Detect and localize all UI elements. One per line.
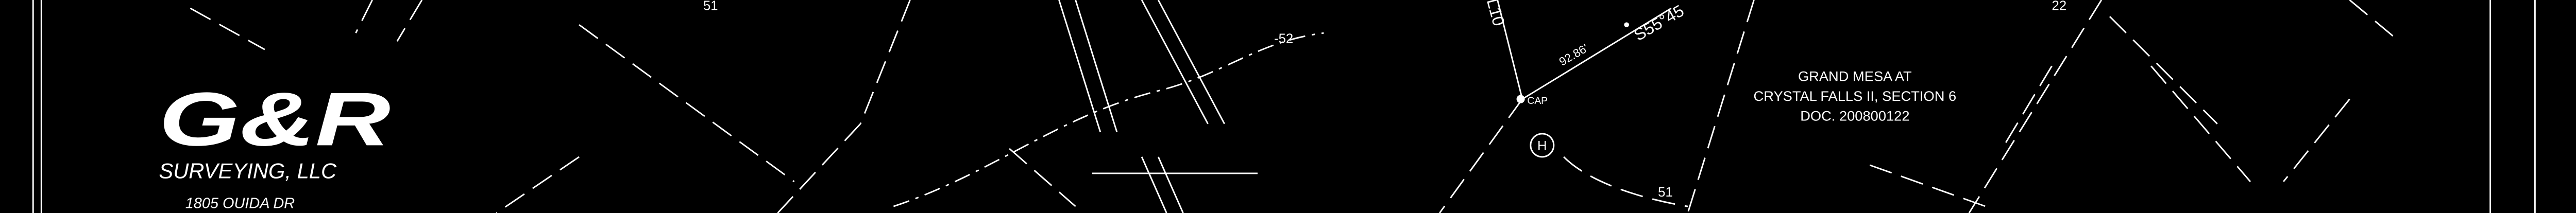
line-work — [1516, 95, 1525, 103]
line-work — [1522, 7, 1672, 100]
line-work — [1009, 148, 1076, 207]
line-work — [1687, 0, 1755, 213]
note-line: CRYSTAL FALLS II, SECTION 6 — [1754, 88, 1957, 104]
line-work — [777, 123, 861, 213]
subdivision-note: GRAND MESA AT CRYSTAL FALLS II, SECTION … — [1754, 68, 1957, 123]
address: 1805 OUIDA DR — [185, 195, 295, 211]
line-work — [190, 7, 265, 50]
line-work — [1439, 98, 1523, 213]
line-work — [1968, 0, 2103, 213]
monument-label: H — [1537, 139, 1547, 153]
line-work — [1497, 0, 1523, 99]
line-work — [2109, 16, 2218, 125]
line-work — [579, 24, 795, 183]
logo-mark: G&R — [159, 77, 391, 162]
line-work — [2283, 98, 2350, 182]
line-work — [2349, 0, 2400, 42]
line-work — [496, 156, 580, 213]
line-work — [1141, 156, 1167, 213]
line-work — [2001, 65, 2053, 149]
line-work — [1624, 22, 1629, 27]
contour-label: -52 — [1274, 31, 1293, 46]
line-work — [893, 32, 1324, 207]
lot-label: 22 — [2052, 0, 2067, 13]
line-work — [1141, 0, 1209, 125]
line-work — [355, 0, 373, 33]
logo: G&R SURVEYING, LLC 1805 OUIDA DR — [159, 77, 391, 211]
linework — [32, 0, 2536, 213]
note-line: DOC. 200800122 — [1800, 108, 1909, 123]
note-line: GRAND MESA AT — [1798, 68, 1912, 84]
line-work — [1058, 0, 1101, 133]
line-work — [2150, 65, 2251, 182]
lot-label: 51 — [703, 0, 718, 13]
line-work — [1075, 0, 1118, 133]
line-work — [1563, 156, 1688, 207]
cap-label: CAP — [1527, 96, 1548, 106]
line-work — [396, 0, 423, 42]
lot-label: 51 — [1658, 185, 1673, 200]
line-work — [1157, 0, 1225, 125]
company-name: SURVEYING, LLC — [159, 159, 337, 183]
line-work — [1530, 133, 1555, 158]
line-work — [1869, 164, 1986, 207]
line-work — [1157, 156, 1184, 213]
line-work — [859, 0, 911, 125]
